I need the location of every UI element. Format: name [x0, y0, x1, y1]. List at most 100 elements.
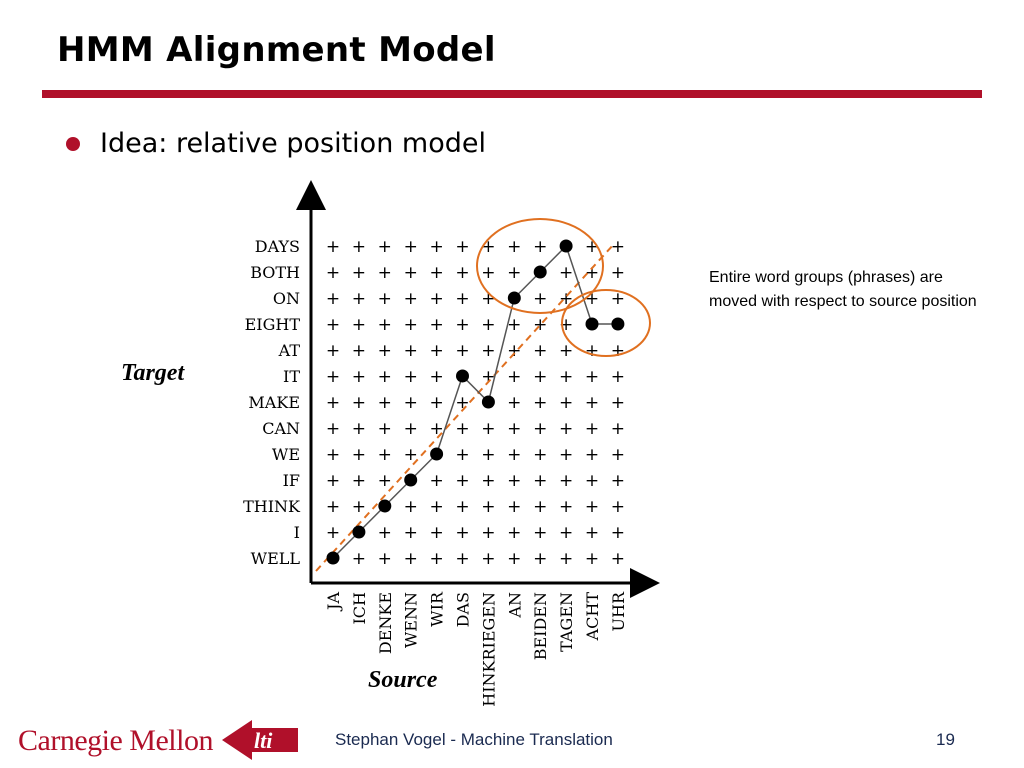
grid-plus: +: [559, 549, 573, 569]
grid-plus: +: [429, 549, 443, 569]
source-word-label: ICH: [350, 592, 369, 625]
grid-plus: +: [533, 549, 547, 569]
grid-plus: +: [533, 523, 547, 543]
grid-plus: +: [611, 419, 625, 439]
grid-plus: +: [481, 497, 495, 517]
source-word-label: DAS: [454, 592, 473, 627]
grid-plus: +: [507, 341, 521, 361]
grid-plus: +: [378, 471, 392, 491]
grid-plus: +: [326, 367, 340, 387]
svg-text:lti: lti: [254, 728, 273, 753]
grid-plus: +: [326, 497, 340, 517]
grid-plus: +: [507, 471, 521, 491]
grid-plus: +: [559, 445, 573, 465]
grid-plus: +: [455, 289, 469, 309]
grid-plus: +: [326, 445, 340, 465]
grid-plus: +: [378, 237, 392, 257]
grid-plus: +: [507, 393, 521, 413]
grid-plus: +: [352, 471, 366, 491]
grid-plus: +: [611, 523, 625, 543]
source-axis-title: Source: [368, 667, 438, 693]
grid-plus: +: [404, 315, 418, 335]
grid-plus: +: [611, 445, 625, 465]
grid-plus: +: [585, 263, 599, 283]
grid-plus: +: [455, 263, 469, 283]
grid-plus: +: [611, 237, 625, 257]
grid-plus: +: [611, 289, 625, 309]
grid-plus: +: [352, 549, 366, 569]
grid-plus: +: [326, 263, 340, 283]
grid-plus: +: [404, 445, 418, 465]
grid-plus: +: [378, 289, 392, 309]
grid-plus: +: [378, 549, 392, 569]
target-word-label: BOTH: [250, 263, 300, 282]
grid-plus: +: [481, 289, 495, 309]
target-word-label: CAN: [262, 419, 300, 438]
grid-plus: +: [455, 497, 469, 517]
grid-plus: +: [404, 419, 418, 439]
grid-plus: +: [507, 497, 521, 517]
grid-plus: +: [378, 315, 392, 335]
grid-plus: +: [404, 549, 418, 569]
grid-plus: +: [326, 237, 340, 257]
grid-plus: +: [585, 471, 599, 491]
alignment-point: [559, 239, 573, 253]
grid-plus: +: [585, 341, 599, 361]
grid-plus: +: [404, 237, 418, 257]
grid-plus: +: [611, 549, 625, 569]
grid-plus: +: [429, 367, 443, 387]
grid-plus: +: [352, 393, 366, 413]
grid-plus: +: [352, 341, 366, 361]
grid-plus: +: [429, 263, 443, 283]
grid-plus: +: [481, 549, 495, 569]
title-divider: [42, 90, 982, 98]
grid-plus: +: [507, 549, 521, 569]
target-word-label: AT: [278, 341, 301, 360]
source-word-label: AN: [505, 592, 524, 619]
grid-plus: +: [611, 497, 625, 517]
grid-plus: +: [533, 445, 547, 465]
source-word-label: WENN: [402, 592, 421, 648]
grid-plus: +: [507, 367, 521, 387]
source-word-label: TAGEN: [557, 592, 576, 652]
grid-plus: +: [455, 523, 469, 543]
target-word-label: THINK: [243, 497, 301, 516]
source-word-label: ACHT: [583, 592, 602, 642]
alignment-point: [507, 291, 521, 305]
grid-plus: +: [378, 393, 392, 413]
grid-plus: +: [404, 263, 418, 283]
alignment-path: [332, 244, 618, 559]
grid-plus: +: [507, 263, 521, 283]
grid-plus: +: [559, 341, 573, 361]
grid-plus: +: [533, 393, 547, 413]
grid-plus: +: [455, 341, 469, 361]
alignment-point: [456, 369, 469, 383]
grid-plus: +: [352, 419, 366, 439]
grid-plus: +: [585, 393, 599, 413]
grid-plus: +: [585, 367, 599, 387]
grid-plus: +: [559, 393, 573, 413]
alignment-point: [481, 395, 495, 409]
grid-plus: +: [533, 419, 547, 439]
grid-plus: +: [481, 263, 495, 283]
grid-plus: +: [611, 341, 625, 361]
grid-plus: +: [611, 263, 625, 283]
grid-plus: +: [429, 237, 443, 257]
grid-plus: +: [611, 393, 625, 413]
alignment-point: [378, 499, 392, 513]
grid-plus: +: [352, 497, 366, 517]
grid-plus: +: [326, 341, 340, 361]
grid-plus: +: [559, 497, 573, 517]
phrase-circle-upper: [476, 218, 604, 314]
grid-plus: +: [455, 419, 469, 439]
alignment-point: [611, 317, 625, 331]
grid-plus: +: [481, 367, 495, 387]
alignment-point: [352, 525, 366, 539]
grid-plus: +: [559, 523, 573, 543]
grid-plus: +: [455, 549, 469, 569]
grid-plus: +: [404, 497, 418, 517]
grid-plus: +: [533, 367, 547, 387]
grid-plus: +: [455, 471, 469, 491]
grid-plus: +: [611, 367, 625, 387]
